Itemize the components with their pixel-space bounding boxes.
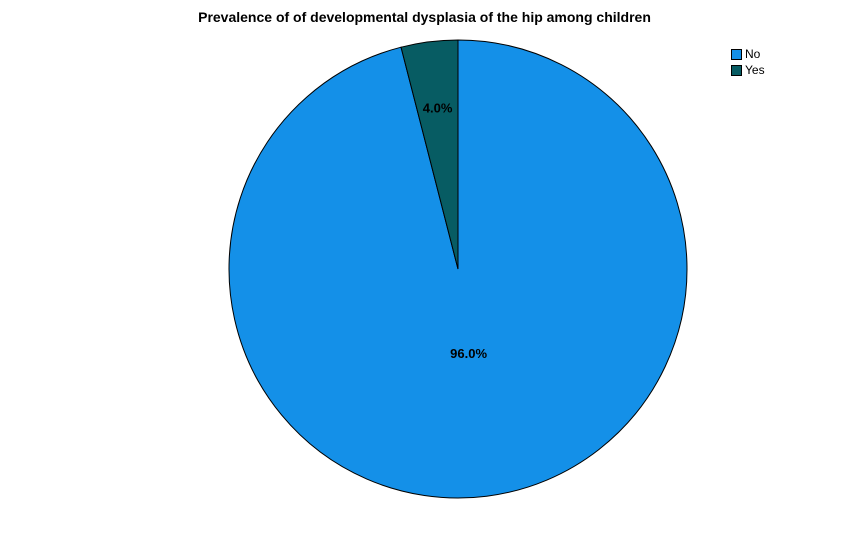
- legend-item-no: No: [731, 46, 765, 62]
- chart-title: Prevalence of of developmental dysplasia…: [198, 9, 651, 25]
- slice-label-no: 96.0%: [450, 346, 487, 361]
- legend: No Yes: [731, 46, 765, 78]
- legend-label-yes: Yes: [745, 63, 765, 77]
- slice-label-yes: 4.0%: [423, 101, 453, 116]
- pie-slice-yes: [400, 39, 459, 270]
- legend-swatch-yes: [731, 64, 742, 76]
- legend-swatch-no: [731, 48, 742, 60]
- legend-item-yes: Yes: [731, 62, 765, 78]
- legend-label-no: No: [745, 47, 761, 61]
